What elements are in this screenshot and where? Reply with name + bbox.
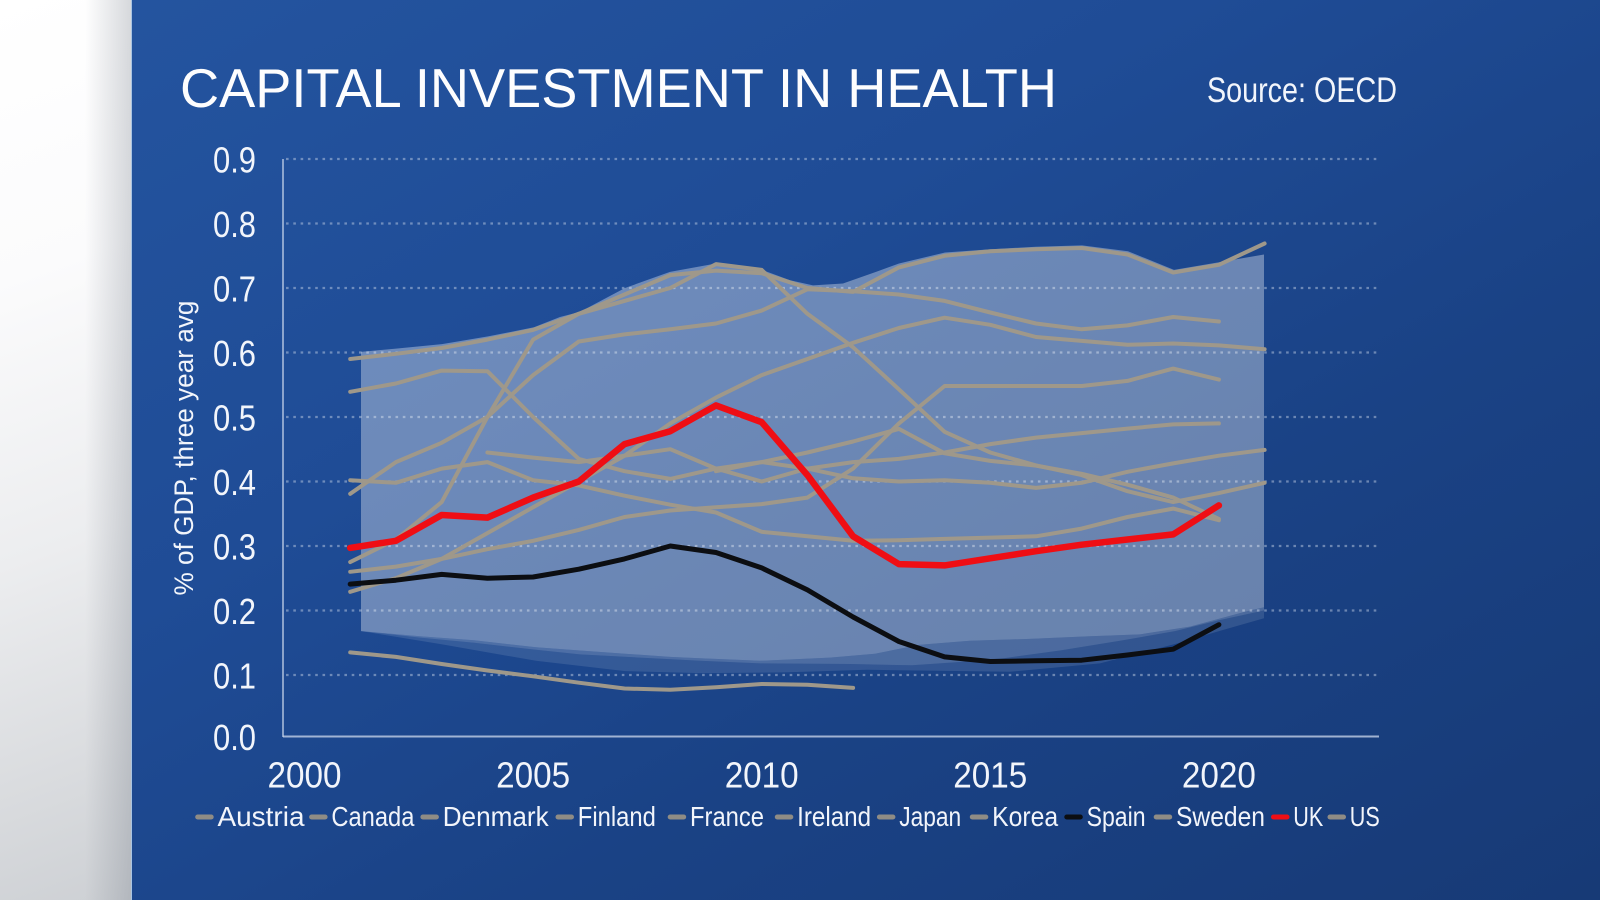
svg-text:Japan: Japan [899, 801, 961, 832]
svg-text:0.5: 0.5 [213, 398, 256, 439]
svg-text:Austria: Austria [218, 801, 305, 832]
svg-text:% of GDP, three year avg: % of GDP, three year avg [169, 301, 199, 596]
svg-text:France: France [690, 801, 764, 832]
svg-text:0.2: 0.2 [213, 591, 256, 632]
svg-text:0.6: 0.6 [213, 333, 256, 374]
svg-text:0.9: 0.9 [213, 140, 256, 181]
svg-text:Sweden: Sweden [1176, 801, 1265, 832]
svg-text:2005: 2005 [496, 755, 570, 796]
svg-text:Canada: Canada [331, 801, 414, 832]
svg-text:2000: 2000 [268, 755, 342, 796]
svg-text:0.3: 0.3 [213, 527, 256, 568]
svg-text:2015: 2015 [953, 755, 1027, 796]
svg-text:Finland: Finland [578, 801, 656, 832]
svg-text:0.7: 0.7 [213, 269, 256, 310]
svg-text:CAPITAL INVESTMENT IN HEALTH: CAPITAL INVESTMENT IN HEALTH [180, 57, 1057, 119]
svg-text:Ireland: Ireland [797, 801, 871, 832]
svg-text:Denmark: Denmark [443, 801, 550, 832]
svg-text:Spain: Spain [1087, 801, 1146, 832]
svg-text:US: US [1350, 801, 1380, 832]
svg-text:2010: 2010 [725, 755, 799, 796]
svg-text:UK: UK [1293, 801, 1323, 832]
svg-text:2020: 2020 [1182, 755, 1256, 796]
svg-text:0.0: 0.0 [213, 717, 256, 758]
svg-text:0.4: 0.4 [213, 462, 256, 503]
svg-text:0.1: 0.1 [213, 656, 256, 697]
svg-text:Source: OECD: Source: OECD [1207, 71, 1397, 110]
svg-text:0.8: 0.8 [213, 204, 256, 245]
svg-text:Korea: Korea [992, 801, 1058, 832]
